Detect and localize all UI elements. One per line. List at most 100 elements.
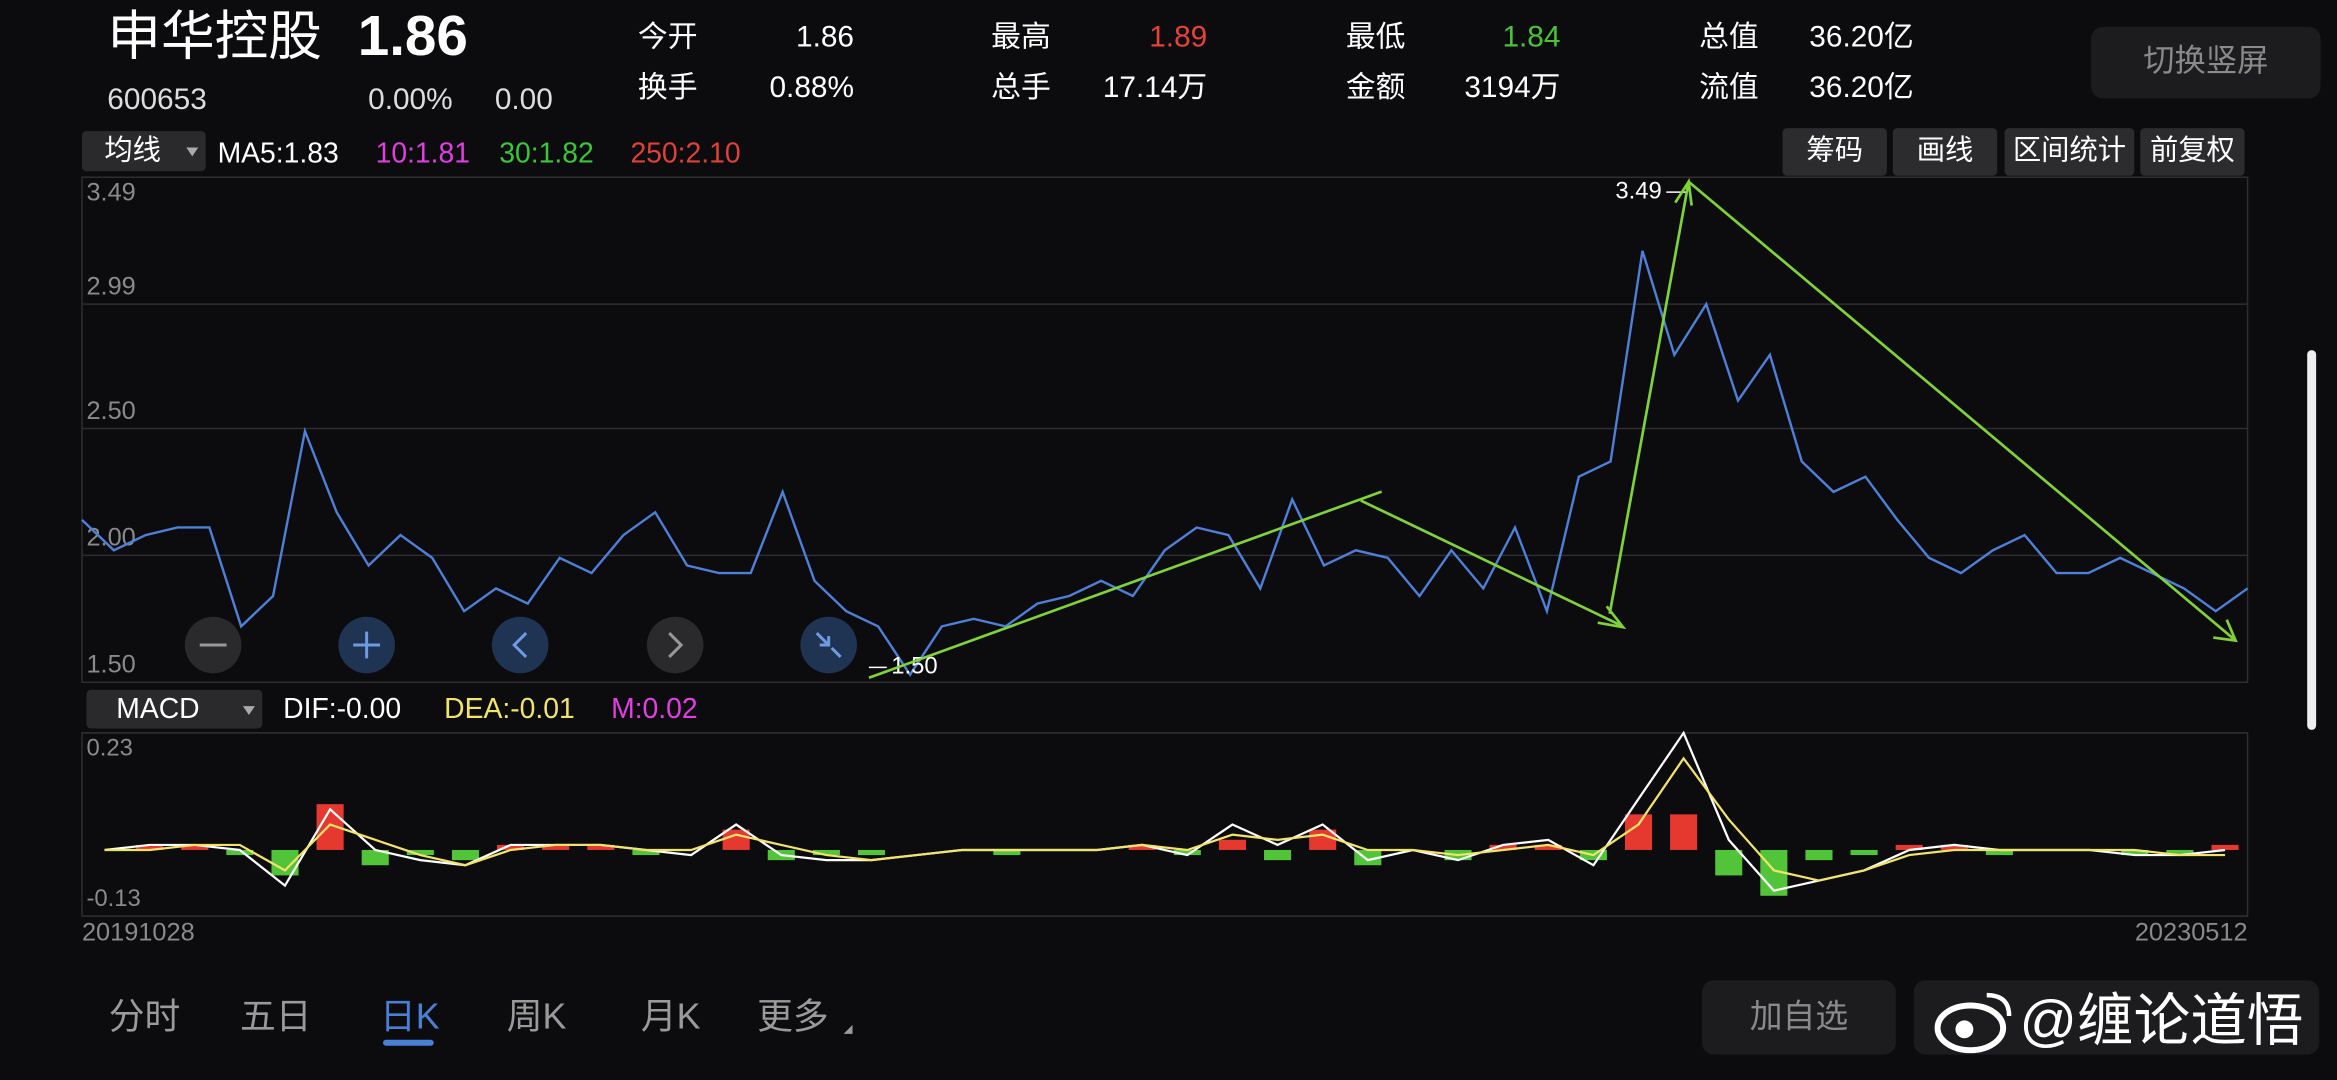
trend-line [868,490,1383,680]
button-label: 画线 [1917,133,1974,165]
icon [1986,992,2012,1017]
macd-bar [993,849,1021,856]
button-bg [1892,128,1998,176]
switch-button[interactable]: 切换竖屏 [2091,26,2321,99]
nav-bg [491,616,549,674]
tab[interactable]: 周K [507,996,567,1036]
macd-bar [1715,849,1743,876]
button-label: 切换竖屏 [2143,43,2268,78]
x-label: 20230512 [2135,919,2248,947]
tab[interactable]: 五日 [240,996,312,1036]
macd-bar [632,849,660,856]
tab[interactable]: 更多 [757,996,829,1036]
scroll-right[interactable] [646,616,704,674]
button-bg [1782,128,1887,176]
y-tick-label: 0.23 [86,735,132,762]
stat-value: 0.88% [769,71,854,104]
macd-bar [1805,849,1833,861]
stock-price: 1.86 [358,4,468,67]
selector-bg [86,689,263,729]
tab-bar: 分时 五日 日K 周K 月K 更多 [109,996,853,1046]
toolbar-button[interactable]: 前复权 [2140,128,2245,176]
macd-bar [2166,849,2194,856]
dropdown-icon [242,706,255,716]
macd-bar [1173,849,1201,856]
button-label: 区间统计 [2013,133,2126,165]
macd-bar [1218,839,1246,850]
macd-bar [1985,849,2013,856]
ma-legend: MA5:1.83 [218,136,339,168]
macd-bar [587,844,615,850]
tab[interactable]: 分时 [109,996,181,1036]
dropdown-icon [186,147,199,157]
watermark: @缠论道悟 [2020,989,2304,1052]
icon [1934,1002,2007,1054]
stat-label: 总手 [991,71,1051,104]
toolbar-button[interactable]: 画线 [1892,128,1998,176]
icon [668,632,684,658]
macd-bar [361,849,389,866]
macd-bar [1624,814,1653,850]
button-bg [2091,26,2321,99]
trend-line [1360,499,1623,627]
stock-code: 600653 [107,83,206,116]
stat-label: 金额 [1346,71,1406,104]
collapse[interactable] [800,616,857,674]
toolbar-button[interactable]: 筹码 [1782,128,1887,176]
zoom-in[interactable] [338,616,395,674]
macd-bar [451,849,480,861]
stat-value: 3194万 [1464,71,1560,104]
zoom-out[interactable] [184,616,242,674]
change: 0.00 [495,83,553,116]
y-tick-label: 2.99 [86,272,135,300]
stat-label: 最低 [1346,21,1406,54]
macd-bar [136,844,164,850]
stat-label: 换手 [638,71,698,104]
button-bg [2004,128,2135,176]
weibo-icon [1934,992,2012,1054]
icon [353,631,381,659]
tab[interactable]: 月K [641,996,701,1036]
toolbar-button[interactable]: 区间统计 [2004,128,2135,176]
trend-line [1608,181,1690,614]
ma-legend: 30:1.82 [499,136,593,168]
icon [1955,1020,1974,1039]
macd-bar [1128,844,1156,850]
macd-bar [406,849,434,856]
scroll-left[interactable] [491,616,549,674]
macd-selector[interactable]: MACD [86,689,263,729]
price-chart: 3.492.992.502.001.503.491.50 [81,176,2249,684]
y-tick-label: 3.49 [86,178,135,206]
scrollbar [2307,350,2317,730]
button-bg [2140,128,2245,176]
stat-value: 1.86 [796,21,854,54]
macd-bar [542,844,570,850]
legend-entry: DEA:-0.01 [444,692,575,724]
macd-bar [857,849,886,856]
price-line [81,250,2249,677]
add-watchlist-bg [1702,980,1896,1055]
ma-legend: 10:1.81 [376,136,470,168]
tab-underline [383,1039,434,1046]
selector-label: MACD [116,692,199,724]
add-watchlist[interactable]: 加自选 [1750,998,1848,1035]
macd-bar [2121,849,2149,856]
button-label: 筹码 [1806,133,1863,165]
macd-bar [812,849,840,856]
macd-chart: 0.23 -0.13 20191028 20230512 [82,730,2248,947]
arrow-head [2213,619,2238,643]
stat-label: 流值 [1699,71,1759,104]
ma-selector[interactable]: 均线 [81,131,206,172]
stat-label: 今开 [638,21,698,54]
ma-legend: 250:2.10 [630,136,740,168]
macd-bar [181,844,209,850]
macd-bar [2211,844,2239,850]
stat-label: 最高 [991,21,1051,54]
y-tick-label: 1.50 [86,651,135,679]
legend-entry: M:0.02 [611,692,698,724]
stat-value: 36.20亿 [1809,21,1913,54]
stat-value: 1.89 [1149,21,1207,54]
tab[interactable]: 日K [380,996,440,1036]
